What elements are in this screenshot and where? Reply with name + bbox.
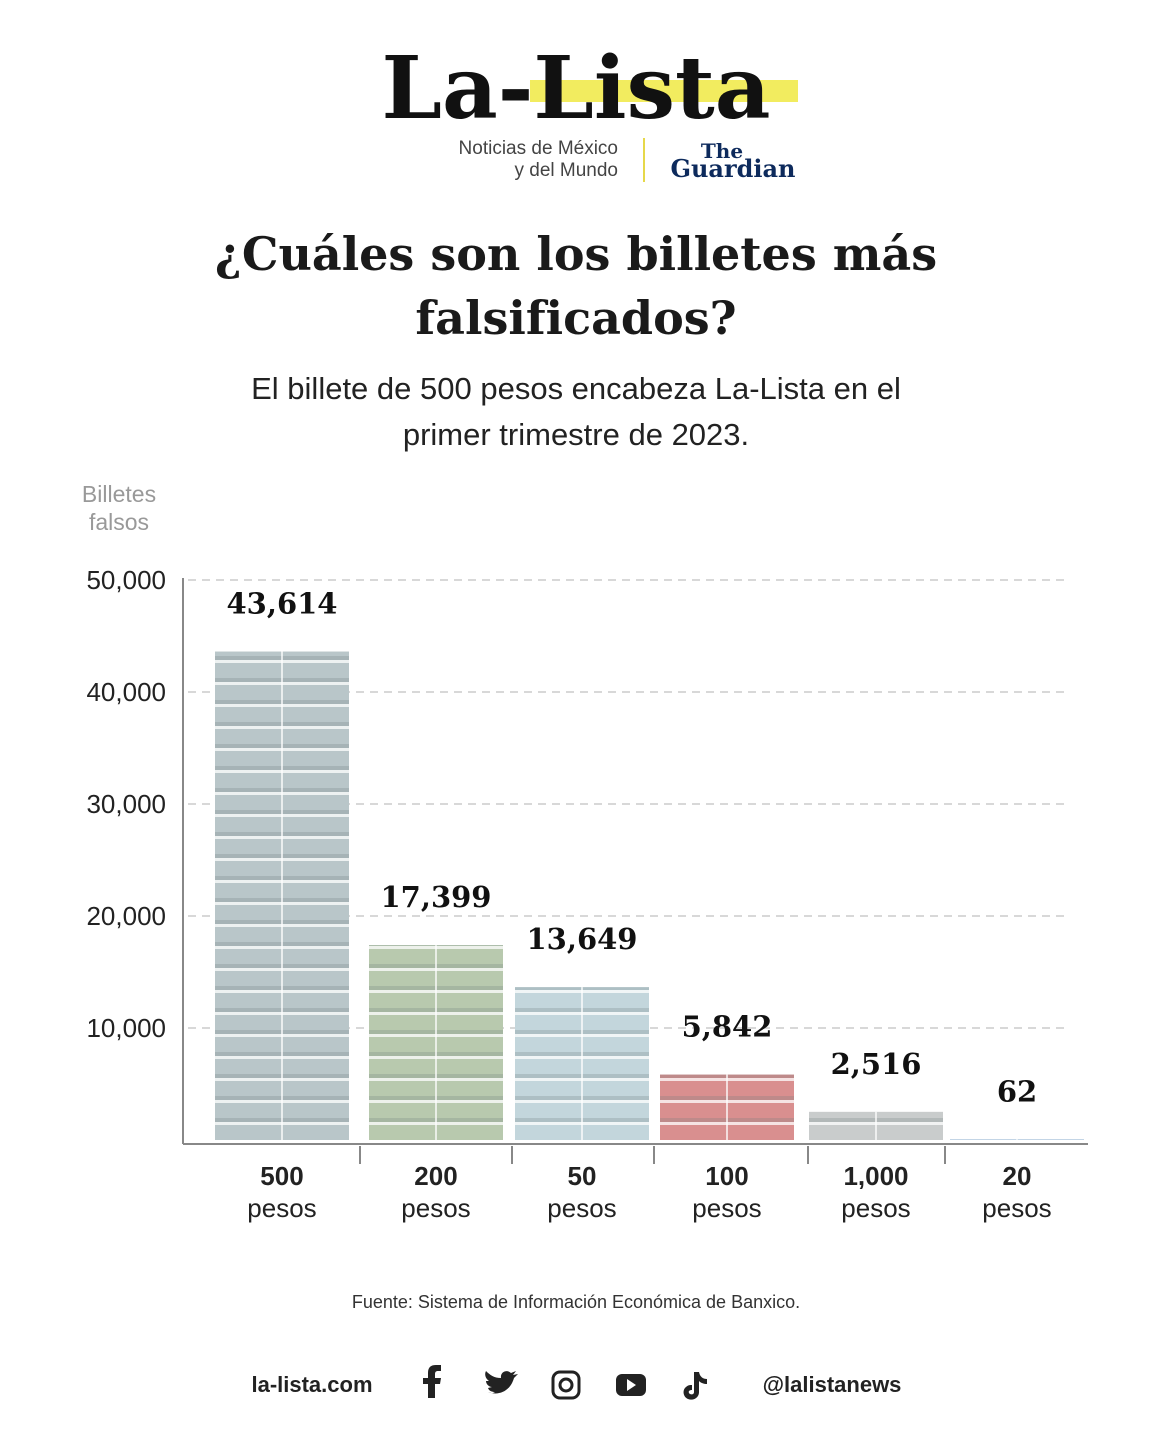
y-tick-label: 40,000 bbox=[86, 677, 166, 707]
y-axis-label: Billetes falsos bbox=[64, 480, 174, 536]
tagline: y del Mundo bbox=[514, 160, 618, 181]
x-tick-label: 200 pesos bbox=[401, 1161, 471, 1223]
partner: Guardian bbox=[670, 154, 795, 183]
y-tick-label: 30,000 bbox=[86, 789, 166, 819]
y-tick-label: 50,000 bbox=[86, 565, 166, 595]
value-label: 62 bbox=[997, 1074, 1037, 1108]
chart-title: ¿Cuáles son los billetes más falsificado… bbox=[176, 222, 976, 350]
chart-title-text: ¿Cuáles son los billetes más falsificado… bbox=[214, 227, 938, 345]
partner: The bbox=[701, 139, 743, 163]
logo-highlight bbox=[530, 80, 798, 102]
social-icons bbox=[423, 1365, 707, 1400]
handle: @lalistanews bbox=[763, 1372, 902, 1397]
x-tick-label: 20 pesos bbox=[982, 1161, 1052, 1223]
tagline: Noticias de México bbox=[459, 138, 618, 159]
source: Fuente: Sistema de Información Económica… bbox=[352, 1292, 800, 1312]
y-tick-label: 10,000 bbox=[86, 1013, 166, 1043]
logo: La-Lista bbox=[382, 38, 771, 139]
y-tick-label: 20,000 bbox=[86, 901, 166, 931]
x-tick-label: 1,000 pesos bbox=[841, 1161, 911, 1223]
category-dividers bbox=[359, 1146, 946, 1164]
value-label: 2,516 bbox=[831, 1047, 922, 1081]
value-label: 43,614 bbox=[227, 587, 338, 621]
x-tick-label: 100 pesos bbox=[692, 1161, 762, 1223]
value-label: 5,842 bbox=[682, 1010, 773, 1044]
x-tick-label: 500 pesos bbox=[247, 1161, 317, 1223]
y-axis-label-text: Billetes falsos bbox=[81, 481, 157, 535]
value-label: 17,399 bbox=[381, 880, 492, 914]
x-tick-label: 50 pesos bbox=[547, 1161, 617, 1223]
site: la-lista.com bbox=[251, 1372, 372, 1397]
chart-subtitle-text: El billete de 500 pesos encabeza La-List… bbox=[251, 371, 901, 452]
chart-subtitle: El billete de 500 pesos encabeza La-List… bbox=[216, 366, 936, 458]
value-label: 13,649 bbox=[527, 922, 638, 956]
